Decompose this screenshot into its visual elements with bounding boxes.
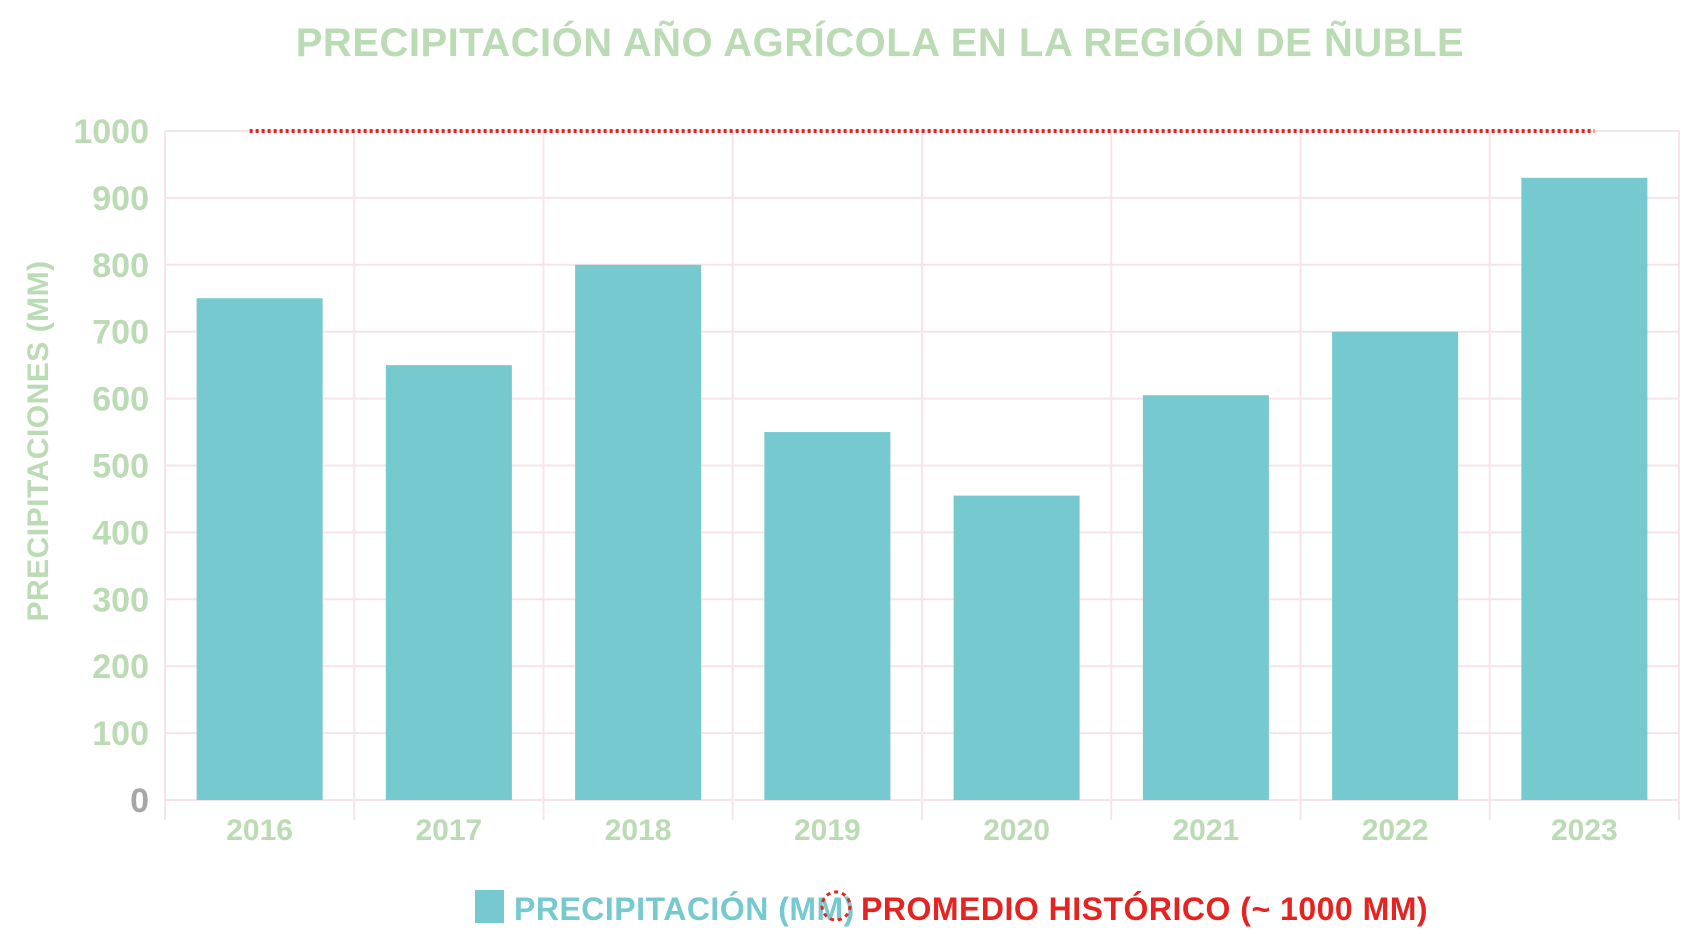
bar-2016: [196, 298, 323, 800]
legend-line-label: PROMEDIO HISTÓRICO (~ 1000 MM): [861, 891, 1428, 927]
y-tick-label: 600: [92, 381, 149, 419]
x-tick-label: 2019: [794, 814, 861, 847]
bar-2019: [764, 432, 891, 800]
y-tick-label: 500: [92, 448, 149, 486]
x-axis-ticks: 2016 2017 2018 2019 2020 2021 2022 2023: [226, 814, 1618, 847]
bar-2018: [575, 264, 702, 800]
y-tick-label: 0: [130, 782, 149, 820]
y-axis-ticks: 0 100 200 300 400 500 600 700 800 900 1000: [73, 113, 149, 820]
bar-2020: [953, 495, 1080, 800]
x-tick-label: 2020: [983, 814, 1050, 847]
legend-bar-swatch: [475, 890, 504, 923]
x-tick-label: 2022: [1362, 814, 1429, 847]
bar-2021: [1142, 395, 1269, 800]
y-tick-label: 300: [92, 581, 149, 619]
legend-bar-label: PRECIPITACIÓN (MM): [514, 891, 855, 927]
y-tick-label: 700: [92, 314, 149, 352]
chart-title: PRECIPITACIÓN AÑO AGRÍCOLA EN LA REGIÓN …: [296, 19, 1464, 65]
legend-line-swatch: [820, 890, 852, 922]
x-tick-label: 2016: [226, 814, 293, 847]
y-tick-label: 1000: [73, 113, 149, 151]
x-tick-label: 2023: [1551, 814, 1618, 847]
bar-2017: [385, 365, 512, 800]
x-tick-label: 2018: [605, 814, 672, 847]
bar-2023: [1521, 177, 1648, 800]
bar-2022: [1332, 331, 1459, 800]
y-tick-label: 900: [92, 180, 149, 218]
y-tick-label: 100: [92, 715, 149, 753]
y-axis-label: PRECIPITACIONES (MM): [22, 260, 55, 621]
y-tick-label: 200: [92, 648, 149, 686]
y-tick-label: 400: [92, 514, 149, 552]
legend: PRECIPITACIÓN (MM) PROMEDIO HISTÓRICO (~…: [475, 890, 1428, 927]
bars: [196, 177, 1648, 800]
x-tick-label: 2021: [1173, 814, 1240, 847]
y-tick-label: 800: [92, 247, 149, 285]
x-tick-label: 2017: [416, 814, 483, 847]
